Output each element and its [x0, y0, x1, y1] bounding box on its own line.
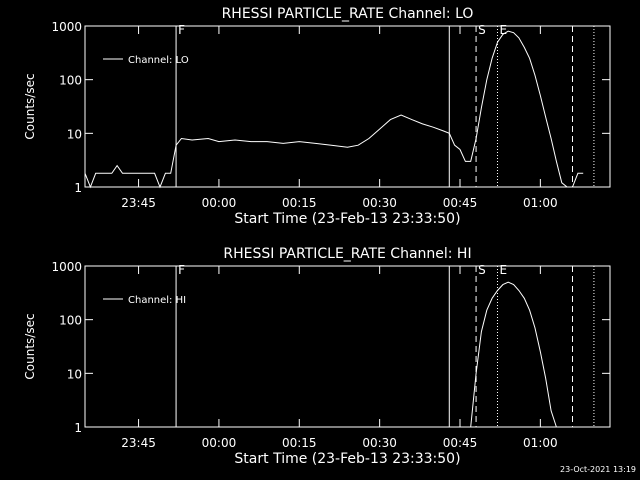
y-axis-title: Counts/sec: [23, 73, 37, 139]
plot-frame: [84, 25, 611, 188]
x-tick-label: 23:45: [121, 196, 156, 210]
x-axis-title: Start Time (23-Feb-13 23:33:50): [234, 451, 460, 467]
y-tick-label: 1: [74, 421, 82, 435]
data-line: [84, 30, 584, 189]
x-tick-label: 01:00: [523, 196, 558, 210]
data-line: [470, 281, 557, 428]
event-label: S: [478, 23, 486, 37]
y-tick-label: 1: [74, 181, 82, 195]
x-tick-label: 00:00: [202, 196, 237, 210]
x-tick-label: 00:30: [362, 436, 397, 450]
y-tick-label: 100: [59, 314, 82, 328]
event-label: E: [500, 23, 508, 37]
x-tick-label: 00:30: [362, 196, 397, 210]
legend-label: Channel: LO: [128, 55, 189, 66]
y-tick-label: 1000: [51, 20, 82, 34]
event-label: S: [478, 263, 486, 277]
footer: 23-Oct-2021 13:19: [560, 465, 636, 474]
y-axis-title: Counts/sec: [23, 313, 37, 379]
chart-title: RHESSI PARTICLE_RATE Channel: HI: [223, 246, 471, 262]
x-tick-label: 00:45: [443, 436, 478, 450]
x-tick-label: 00:45: [443, 196, 478, 210]
chart-title: RHESSI PARTICLE_RATE Channel: LO: [222, 6, 474, 22]
x-tick-label: 23:45: [121, 436, 156, 450]
x-axis-title: Start Time (23-Feb-13 23:33:50): [234, 211, 460, 227]
event-label: F: [178, 23, 185, 37]
plot-frame: [84, 265, 611, 428]
x-tick-label: 00:15: [282, 196, 317, 210]
y-tick-label: 100: [59, 74, 82, 88]
y-tick-label: 10: [67, 127, 82, 141]
event-label: E: [500, 263, 508, 277]
y-tick-label: 1000: [51, 260, 82, 274]
x-tick-label: 01:00: [523, 436, 558, 450]
x-tick-label: 00:00: [202, 436, 237, 450]
event-label: F: [178, 263, 185, 277]
y-tick-label: 10: [67, 367, 82, 381]
legend-label: Channel: HI: [128, 295, 186, 306]
x-tick-label: 00:15: [282, 436, 317, 450]
